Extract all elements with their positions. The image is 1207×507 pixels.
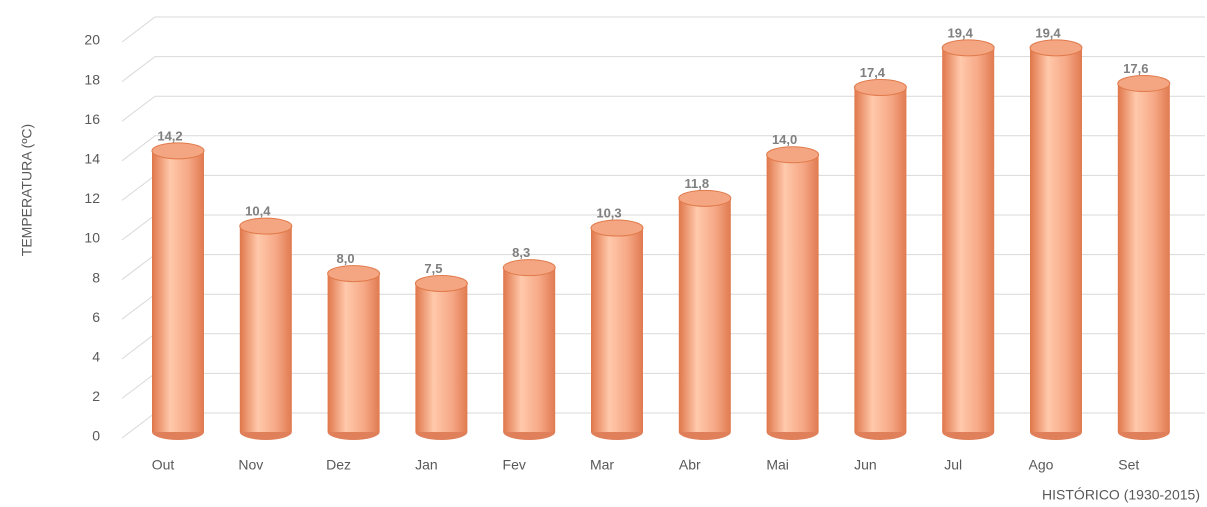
y-axis-label: TEMPERATURA (ºC) [19,124,35,256]
bar-body [415,283,468,432]
value-label: 11,8 [685,176,710,191]
x-tick-label: Mai [766,457,789,473]
x-axis-label: HISTÓRICO (1930-2015) [1042,487,1200,503]
bar-top [1117,75,1171,93]
y-tick-label: 18 [84,71,100,87]
y-tick-label: 2 [92,388,100,404]
bar-body [239,226,292,432]
bar-body [591,228,643,432]
x-tick-label: Ago [1029,457,1054,473]
value-label: 19,4 [948,25,974,40]
bar-top [502,259,556,277]
x-tick-label: Nov [238,457,263,473]
value-label: 8,3 [512,245,530,260]
bar-top [151,142,205,160]
y-tick-label: 4 [92,349,100,365]
bar [941,39,995,440]
value-label: 7,5 [424,261,442,276]
value-label: 14,0 [772,132,797,147]
x-tick-label: Abr [679,457,701,473]
value-label: 14,2 [157,128,182,143]
bar [766,146,820,440]
bar-top [678,189,732,207]
bar-top [941,39,995,57]
bar [327,265,381,440]
bar [1029,39,1083,440]
bar-top [590,219,644,237]
bar-body [678,198,731,432]
bar-top [1029,39,1083,57]
bar-body [766,154,819,433]
bar-body [942,47,995,432]
bar-top [766,146,820,164]
bar-body [854,87,907,432]
y-tick-label: 0 [92,428,100,444]
x-tick-label: Fev [503,457,526,473]
y-tick-label: 12 [84,190,100,206]
x-tick-label: Jan [415,457,438,473]
bar [151,142,205,440]
bar-top [327,265,381,283]
bar-top [414,275,468,292]
bar-body [1117,83,1170,433]
grid-line [121,56,1205,82]
y-tick-label: 8 [92,269,100,285]
x-tick-label: Dez [326,457,351,473]
bar-top [239,217,293,235]
bar [853,78,907,440]
y-tick-label: 20 [84,32,100,48]
value-label: 17,4 [860,65,886,80]
value-label: 19,4 [1035,25,1061,40]
bar-body [152,150,204,432]
y-tick-label: 6 [92,309,100,325]
y-tick-label: 16 [84,111,100,127]
bar [678,189,732,440]
y-tick-label: 14 [84,151,100,167]
grid-line [121,16,1205,43]
bar-top [853,78,907,96]
x-tick-label: Out [152,457,175,473]
x-tick-label: Jun [854,457,877,473]
value-label: 10,3 [596,205,621,220]
bar-body [503,267,556,432]
value-label: 8,0 [337,251,355,266]
bar [1117,75,1171,440]
value-label: 10,4 [245,204,271,219]
x-tick-label: Set [1118,457,1139,473]
x-tick-label: Jul [944,457,962,473]
value-label: 17,6 [1123,61,1148,76]
bar [502,259,556,440]
bar [590,219,644,440]
y-tick-label: 10 [84,230,100,246]
bar [239,217,293,440]
bar [414,275,468,440]
bar-body [327,273,380,432]
bar-body [1030,47,1082,432]
x-tick-label: Mar [590,457,614,473]
